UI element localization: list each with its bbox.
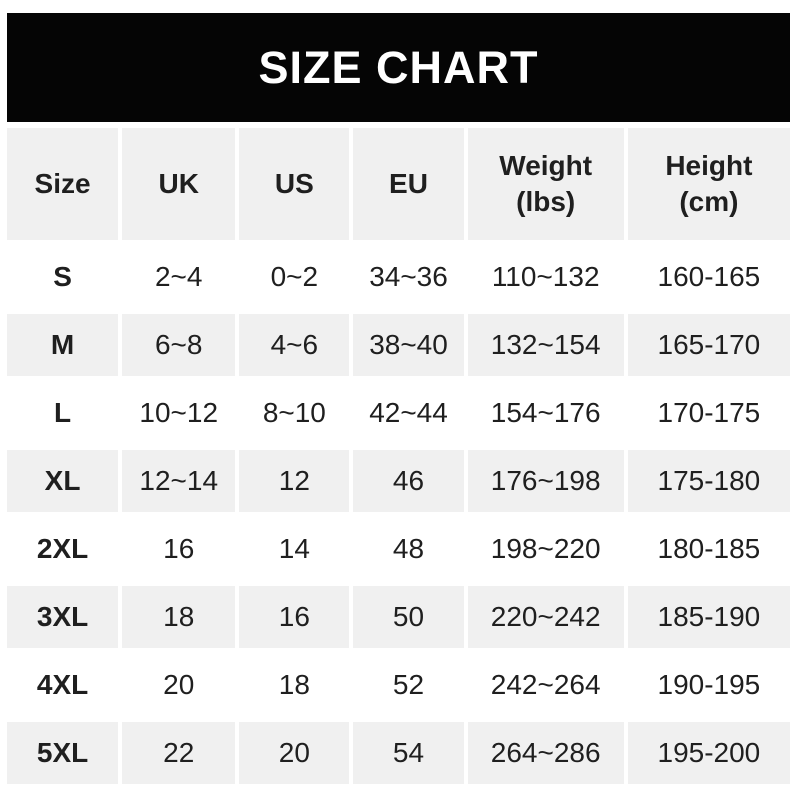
table-cell: 8~10 [239, 382, 350, 444]
table-cell: M [7, 314, 119, 376]
table-cell: 22 [122, 722, 236, 784]
table-cell: 242~264 [467, 654, 624, 716]
table-cell: 264~286 [467, 722, 624, 784]
table-cell: 176~198 [467, 450, 624, 512]
table-cell: 14 [239, 518, 350, 580]
table-cell: 198~220 [467, 518, 624, 580]
table-cell: 154~176 [467, 382, 624, 444]
table-cell: 16 [239, 586, 350, 648]
table-cell: 38~40 [353, 314, 464, 376]
table-cell: 2XL [7, 518, 119, 580]
table-cell: 10~12 [122, 382, 236, 444]
size-table: Size UK US EU Weight (lbs) Height (cm) S… [7, 128, 790, 784]
table-cell: 20 [239, 722, 350, 784]
table-cell: 6~8 [122, 314, 236, 376]
table-cell: 42~44 [353, 382, 464, 444]
table-cell: 185-190 [627, 586, 790, 648]
title-banner: SIZE CHART [7, 13, 790, 122]
table-cell: 5XL [7, 722, 119, 784]
table-cell: 0~2 [239, 246, 350, 308]
table-cell: 3XL [7, 586, 119, 648]
table-cell: 190-195 [627, 654, 790, 716]
table-cell: 48 [353, 518, 464, 580]
table-cell: L [7, 382, 119, 444]
table-cell: 46 [353, 450, 464, 512]
table-cell: 160-165 [627, 246, 790, 308]
table-cell: 12 [239, 450, 350, 512]
table-cell: 18 [239, 654, 350, 716]
table-cell: 195-200 [627, 722, 790, 784]
col-header-us: US [239, 128, 350, 240]
page-title: SIZE CHART [258, 41, 539, 93]
table-cell: 170-175 [627, 382, 790, 444]
col-header-height: Height (cm) [627, 128, 790, 240]
table-cell: S [7, 246, 119, 308]
col-header-uk: UK [122, 128, 236, 240]
table-cell: 50 [353, 586, 464, 648]
col-header-weight: Weight (lbs) [467, 128, 624, 240]
table-cell: 180-185 [627, 518, 790, 580]
table-cell: 110~132 [467, 246, 624, 308]
col-header-eu: EU [353, 128, 464, 240]
table-cell: 16 [122, 518, 236, 580]
table-cell: 20 [122, 654, 236, 716]
table-cell: 132~154 [467, 314, 624, 376]
table-cell: 175-180 [627, 450, 790, 512]
table-cell: 4~6 [239, 314, 350, 376]
col-header-size: Size [7, 128, 119, 240]
table-cell: 52 [353, 654, 464, 716]
table-cell: 165-170 [627, 314, 790, 376]
table-cell: 220~242 [467, 586, 624, 648]
table-cell: 4XL [7, 654, 119, 716]
table-cell: 54 [353, 722, 464, 784]
table-cell: 34~36 [353, 246, 464, 308]
table-cell: 18 [122, 586, 236, 648]
table-cell: 2~4 [122, 246, 236, 308]
table-cell: 12~14 [122, 450, 236, 512]
table-cell: XL [7, 450, 119, 512]
